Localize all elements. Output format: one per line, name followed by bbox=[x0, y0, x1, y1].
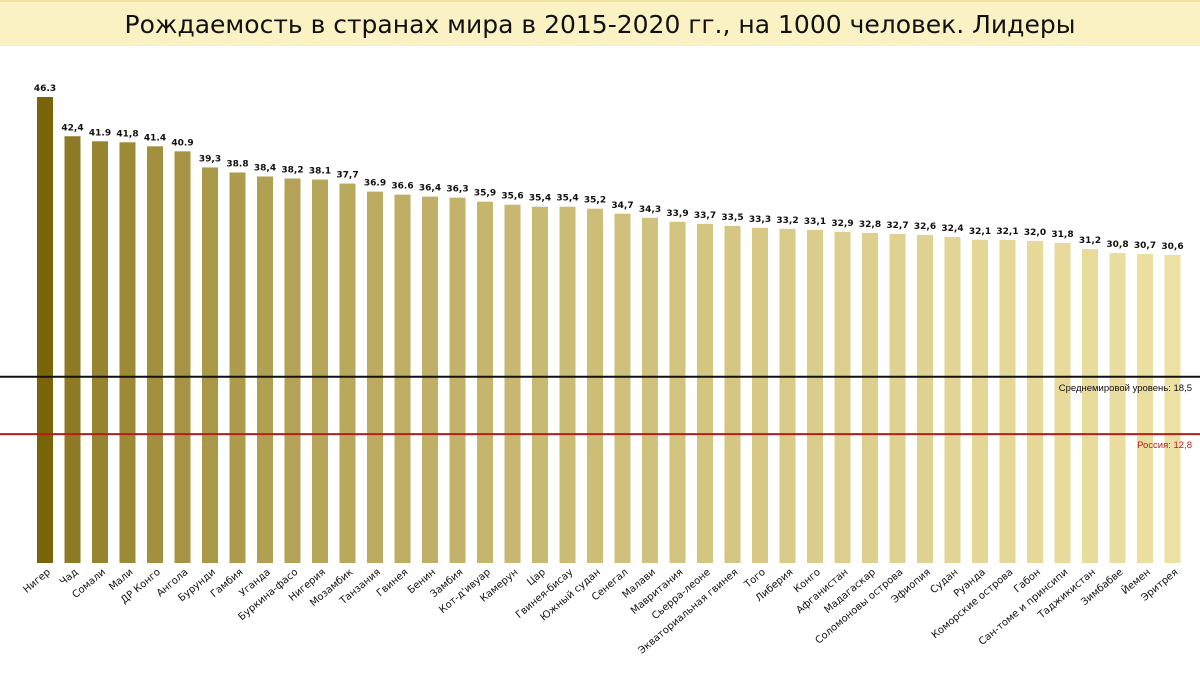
bar bbox=[972, 239, 988, 563]
bar bbox=[477, 201, 493, 563]
bar bbox=[834, 231, 851, 563]
bar bbox=[1137, 254, 1153, 563]
bar bbox=[1109, 253, 1126, 563]
bar-value-label: 33,7 bbox=[694, 211, 716, 221]
bar-value-label: 33,2 bbox=[776, 216, 798, 226]
bar-value-label: 38,4 bbox=[254, 164, 276, 174]
reference-line-label: Россия: 12,8 bbox=[1137, 440, 1192, 451]
bar bbox=[394, 194, 411, 563]
chart-title: Рождаемость в странах мира в 2015-2020 г… bbox=[124, 9, 1076, 39]
reference-lines-group: Среднемировой уровень: 18,5 Россия: 12,8 bbox=[0, 375, 1200, 451]
bar-value-label: 32,6 bbox=[914, 222, 936, 232]
bar bbox=[1164, 255, 1181, 563]
bar-value-label: 39,3 bbox=[199, 154, 221, 164]
bar-value-label: 33,1 bbox=[804, 217, 826, 227]
bar bbox=[559, 206, 576, 563]
bar-value-label: 40.9 bbox=[171, 138, 193, 148]
bar-value-label: 32,8 bbox=[859, 220, 881, 230]
bar-value-label: 38,2 bbox=[281, 166, 303, 176]
bar bbox=[999, 239, 1016, 563]
bar-value-label: 32,1 bbox=[969, 227, 991, 237]
bar-value-label: 32,1 bbox=[996, 227, 1018, 237]
bar bbox=[174, 151, 191, 563]
bar-value-label: 32,7 bbox=[886, 221, 908, 231]
bar-value-label: 30,7 bbox=[1134, 241, 1156, 251]
bar bbox=[202, 167, 218, 564]
bar bbox=[284, 178, 301, 563]
bar bbox=[64, 136, 81, 564]
bar bbox=[339, 183, 356, 563]
category-label: Нигер bbox=[22, 567, 53, 596]
bar-value-label: 36,4 bbox=[419, 184, 441, 194]
bar bbox=[752, 227, 768, 563]
bar bbox=[449, 197, 466, 563]
bar-value-label: 38.1 bbox=[309, 167, 331, 177]
bar-value-label: 38.8 bbox=[226, 159, 248, 169]
bar-value-label: 31,8 bbox=[1051, 230, 1073, 240]
bar-value-label: 32,0 bbox=[1024, 228, 1046, 238]
bar-value-label: 36,3 bbox=[446, 185, 468, 195]
bar-value-label: 32,4 bbox=[941, 224, 963, 234]
title-bar: Рождаемость в странах мира в 2015-2020 г… bbox=[0, 0, 1200, 46]
bar-value-label: 36.6 bbox=[391, 182, 413, 192]
bar bbox=[669, 221, 686, 563]
bar bbox=[779, 228, 796, 563]
bar-value-label: 30,6 bbox=[1161, 242, 1183, 252]
bar-value-label: 36.9 bbox=[364, 179, 386, 189]
bar-value-label: 34,3 bbox=[639, 205, 661, 215]
bar bbox=[862, 232, 878, 563]
bar-value-label: 42,4 bbox=[61, 123, 83, 133]
bar bbox=[587, 208, 603, 563]
bar-value-label: 35,4 bbox=[556, 194, 578, 204]
bar bbox=[614, 213, 631, 563]
bar-value-label: 41,8 bbox=[116, 129, 138, 139]
bar-value-label: 35,2 bbox=[584, 196, 606, 206]
bar bbox=[422, 196, 438, 563]
bar bbox=[257, 176, 273, 563]
bar bbox=[312, 179, 328, 563]
bar bbox=[697, 223, 713, 564]
bar bbox=[889, 233, 906, 563]
bar-value-label: 33,5 bbox=[721, 213, 743, 223]
bar bbox=[532, 206, 548, 563]
bar bbox=[1054, 242, 1071, 564]
bar bbox=[147, 146, 163, 563]
bar-value-label: 35,6 bbox=[501, 192, 523, 202]
bar-value-label: 35,9 bbox=[474, 189, 496, 199]
bar-value-label: 32,9 bbox=[831, 219, 853, 229]
bar bbox=[92, 141, 108, 563]
bar-value-label: 34,7 bbox=[611, 201, 633, 211]
bar bbox=[1027, 240, 1043, 563]
bar bbox=[944, 236, 961, 564]
bar-value-label: 33,9 bbox=[666, 209, 688, 219]
bar bbox=[504, 204, 521, 563]
bar-value-label: 30,8 bbox=[1106, 240, 1128, 250]
category-label: Чад bbox=[58, 567, 80, 588]
value-labels-group: 46.3 42,4 41.9 41,8 41.4 40.9 39,3 38.8 38,4 38,2… bbox=[34, 84, 1184, 252]
bar bbox=[724, 225, 741, 563]
bar-value-label: 41.4 bbox=[144, 133, 166, 143]
bar-value-label: 41.9 bbox=[89, 128, 111, 138]
bar-value-label: 37,7 bbox=[336, 171, 358, 181]
bar bbox=[642, 217, 658, 564]
category-label: Гвинея bbox=[375, 567, 411, 599]
bar-value-label: 31,2 bbox=[1079, 236, 1101, 246]
reference-line-label: Среднемировой уровень: 18,5 bbox=[1059, 383, 1192, 394]
bar bbox=[1082, 248, 1098, 564]
bar-value-label: 46.3 bbox=[34, 84, 56, 94]
bar bbox=[807, 229, 823, 563]
bar bbox=[229, 172, 246, 563]
bar-value-label: 33,3 bbox=[749, 215, 771, 225]
bars-group bbox=[37, 97, 1181, 564]
bar bbox=[119, 142, 136, 564]
bar bbox=[917, 234, 933, 563]
bar-value-label: 35,4 bbox=[529, 194, 551, 204]
bar bbox=[37, 97, 53, 563]
category-label: Цар bbox=[525, 567, 548, 588]
